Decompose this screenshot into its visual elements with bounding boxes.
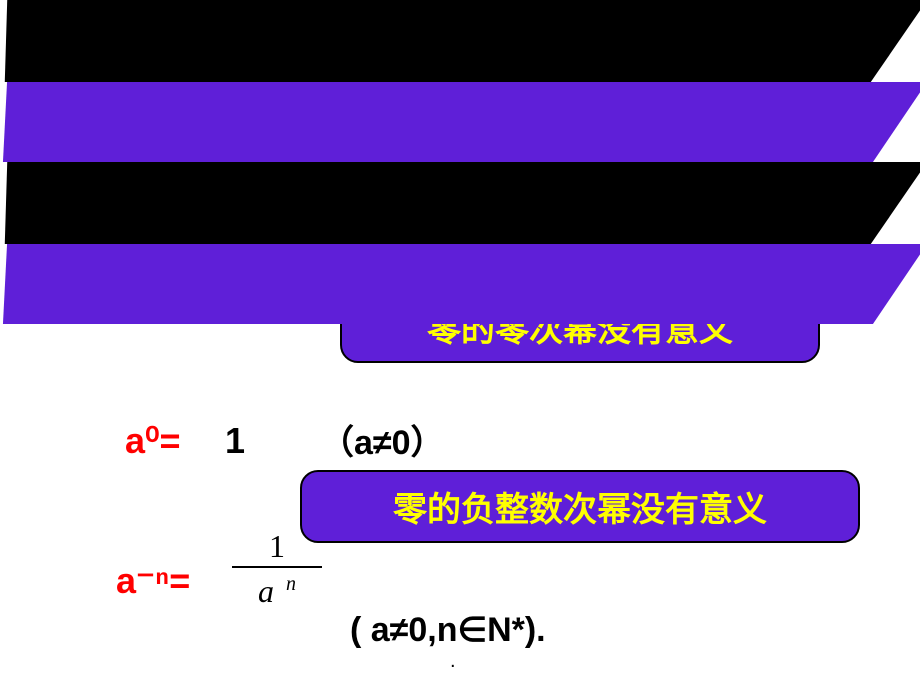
a-not-zero-condition: （a≠0） <box>320 415 444 464</box>
footer-dot: . <box>450 650 456 673</box>
a-to-zero-label: a⁰= <box>125 420 180 462</box>
callout2-tail <box>0 244 920 324</box>
value-one: 1 <box>225 420 245 462</box>
a-to-neg-n-label: a⁻ⁿ= <box>116 560 190 602</box>
fraction-den-exponent: n <box>286 573 296 595</box>
callout2-tail-border <box>0 162 920 244</box>
callout1-tail-border <box>0 0 920 82</box>
callout-negative-power: 零的负整数次幂没有意义 <box>300 470 860 543</box>
callout1-tail <box>0 82 920 162</box>
fraction-den-base: a <box>258 573 274 609</box>
condition-a-nonzero-n-natural: ( a≠0,n∈N*). <box>350 610 546 650</box>
fraction-numerator: 1 <box>232 530 322 566</box>
fraction-denominator: an <box>232 568 322 610</box>
fraction-expression: 1 an <box>232 530 322 610</box>
